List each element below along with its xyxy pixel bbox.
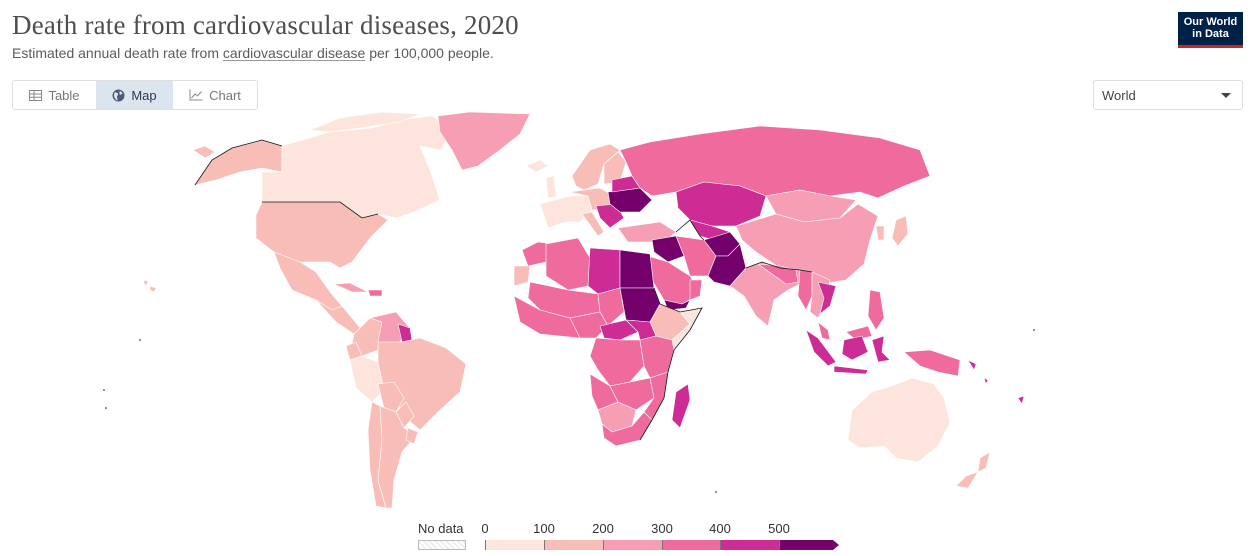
chart-title: Death rate from cardiovascular diseases,… xyxy=(12,10,519,40)
country-kazakhstan[interactable] xyxy=(675,181,767,227)
country-syria-iraq[interactable] xyxy=(651,235,685,263)
country-uk[interactable] xyxy=(545,175,557,199)
country-korea-japan[interactable] xyxy=(875,215,909,247)
logo-line-1: Our World xyxy=(1183,16,1238,28)
outline-africa-east xyxy=(639,287,703,441)
country-central-america[interactable] xyxy=(315,299,363,335)
view-tabs: Table Map Chart xyxy=(12,80,258,110)
country-algeria[interactable] xyxy=(545,237,591,291)
line-chart-icon xyxy=(189,89,203,101)
subtitle-suffix: per 100,000 people. xyxy=(365,45,494,61)
logo-line-2: in Data xyxy=(1192,28,1229,40)
table-icon xyxy=(29,89,43,101)
country-myanmar[interactable] xyxy=(797,269,813,311)
legend-no-data-label: No data xyxy=(418,521,464,536)
country-western-sahara[interactable] xyxy=(513,265,531,287)
owid-logo[interactable]: Our World in Data xyxy=(1178,12,1243,48)
chart-subtitle: Estimated annual death rate from cardiov… xyxy=(12,45,494,61)
chevron-down-icon xyxy=(1221,93,1231,98)
legend-tick-100: 100 xyxy=(533,521,555,536)
tab-table[interactable]: Table xyxy=(13,81,96,109)
country-madagascar[interactable] xyxy=(671,383,691,429)
legend-tick-400: 400 xyxy=(709,521,731,536)
country-argentina[interactable] xyxy=(377,405,417,509)
country-oman[interactable] xyxy=(689,279,703,301)
tab-map[interactable]: Map xyxy=(96,81,173,109)
legend-swatch-0-100 xyxy=(485,540,544,550)
legend-swatch-400-500 xyxy=(720,540,779,550)
globe-icon xyxy=(112,89,125,101)
country-bolivia[interactable] xyxy=(377,381,405,413)
country-china[interactable] xyxy=(735,203,879,285)
alaska-islands xyxy=(192,145,216,159)
outline-canada-usa xyxy=(262,201,379,219)
country-libya[interactable] xyxy=(587,247,621,295)
country-vietnam-cambodia[interactable] xyxy=(817,281,837,315)
legend-tick-500: 500 xyxy=(768,521,790,536)
legend-swatch-300-400 xyxy=(662,540,720,550)
country-western-europe[interactable] xyxy=(539,195,593,229)
outline-india xyxy=(745,261,813,273)
legend-swatch-200-300 xyxy=(603,540,662,550)
country-italy[interactable] xyxy=(581,211,605,237)
country-indonesia-borneo[interactable] xyxy=(841,335,869,361)
region-select[interactable]: World xyxy=(1093,80,1243,110)
legend-tick-200: 200 xyxy=(592,521,614,536)
legend-swatch-100-200 xyxy=(544,540,603,550)
country-malaysia[interactable] xyxy=(817,321,873,341)
country-hispaniola[interactable] xyxy=(367,289,383,297)
cardiovascular-disease-link[interactable]: cardiovascular disease xyxy=(222,45,366,61)
legend-no-data-swatch xyxy=(418,540,466,550)
country-egypt[interactable] xyxy=(619,249,655,289)
tab-map-label: Map xyxy=(131,87,157,103)
country-uruguay[interactable] xyxy=(405,427,419,445)
country-new-zealand[interactable] xyxy=(955,451,991,489)
pacific-specks xyxy=(103,329,1035,493)
tab-chart[interactable]: Chart xyxy=(173,81,257,109)
country-cuba[interactable] xyxy=(333,282,369,293)
subtitle-prefix: Estimated annual death rate from xyxy=(12,45,223,61)
legend-tick-300: 300 xyxy=(651,521,673,536)
country-philippines[interactable] xyxy=(867,289,885,331)
country-pacific-islands xyxy=(967,359,1025,405)
legend-swatch-500-plus xyxy=(779,540,833,550)
outline-alaska xyxy=(194,139,283,186)
country-chad[interactable] xyxy=(597,287,625,327)
canada-arctic-islands xyxy=(309,112,421,133)
country-australia[interactable] xyxy=(847,377,951,463)
country-russia[interactable] xyxy=(619,125,931,199)
country-east-africa[interactable] xyxy=(639,335,675,379)
country-iceland[interactable] xyxy=(525,159,549,173)
country-indonesia-sulawesi[interactable] xyxy=(871,335,891,363)
tab-chart-label: Chart xyxy=(209,87,241,103)
country-hawaii xyxy=(143,279,157,293)
country-indonesia-sumatra[interactable] xyxy=(805,329,837,367)
legend-tick-0: 0 xyxy=(481,521,489,536)
country-greenland[interactable] xyxy=(437,112,531,171)
region-select-value: World xyxy=(1102,87,1136,103)
country-car[interactable] xyxy=(599,319,639,341)
outline-caspian xyxy=(675,219,705,241)
country-finland[interactable] xyxy=(603,151,627,185)
tab-table-label: Table xyxy=(48,87,80,103)
world-map xyxy=(103,112,1035,509)
country-indonesia-java[interactable] xyxy=(833,365,869,375)
map-legend: No data 0 100 200 300 400 500 xyxy=(0,518,1250,556)
country-new-guinea[interactable] xyxy=(903,349,961,377)
legend-arrow xyxy=(833,540,839,550)
